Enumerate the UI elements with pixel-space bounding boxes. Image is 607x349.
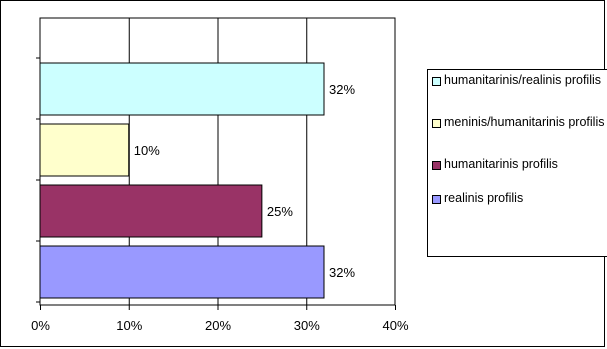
bar bbox=[39, 245, 325, 299]
legend-label: realinis profilis bbox=[444, 191, 524, 205]
bar-value-label: 10% bbox=[134, 143, 160, 158]
x-tick-label: 0% bbox=[31, 318, 50, 333]
x-tick-label: 10% bbox=[116, 318, 142, 333]
bar bbox=[39, 184, 263, 238]
legend-item-humanitarinis-realinis: humanitarinis/realinis profilis bbox=[432, 72, 607, 88]
x-tick-label: 30% bbox=[294, 318, 320, 333]
legend-swatch bbox=[432, 161, 441, 170]
bar-value-label: 32% bbox=[329, 82, 355, 97]
legend-label: meninis/humanitarinis profilis bbox=[444, 115, 605, 129]
legend-swatch bbox=[432, 77, 441, 86]
bar bbox=[39, 123, 130, 177]
legend-item-realinis: realinis profilis bbox=[432, 190, 607, 206]
bar-value-label: 32% bbox=[329, 265, 355, 280]
x-tick-label: 20% bbox=[205, 318, 231, 333]
legend-swatch bbox=[432, 195, 441, 204]
legend-item-meninis-humanitarinis: meninis/humanitarinis profilis bbox=[432, 114, 607, 130]
legend-label: humanitarinis profilis bbox=[444, 157, 558, 171]
legend-swatch bbox=[432, 119, 441, 128]
bar-value-label: 25% bbox=[267, 204, 293, 219]
legend-label: humanitarinis/realinis profilis bbox=[444, 73, 602, 87]
bar bbox=[39, 62, 325, 116]
x-tick-label: 40% bbox=[382, 318, 408, 333]
legend-item-humanitarinis: humanitarinis profilis bbox=[432, 156, 607, 172]
legend: humanitarinis/realinis profilis meninis/… bbox=[427, 69, 607, 257]
